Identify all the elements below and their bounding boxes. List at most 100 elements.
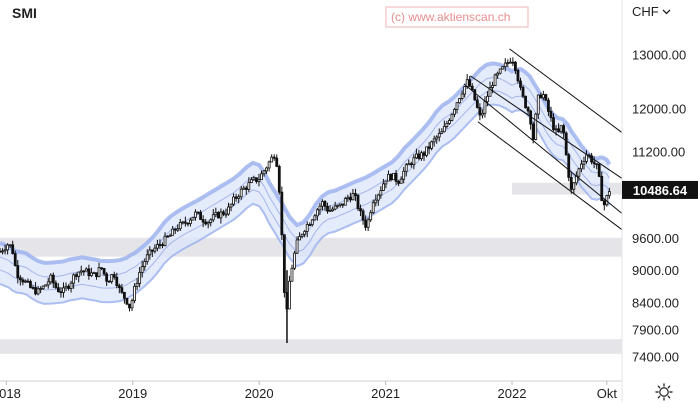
candle-body [549,111,553,119]
candle-body [343,198,347,206]
candle-body [214,212,218,216]
candle-body [117,285,121,289]
settings-gear-icon[interactable] [655,383,673,401]
candle-body [125,297,129,305]
candle-body [158,244,162,246]
candle-body [247,182,251,190]
x-tick-label: 2019 [118,386,147,401]
candle-body [514,61,517,71]
candle-body [62,287,65,293]
candle-body [112,274,116,278]
candle-body [260,173,263,181]
candle-body [123,291,126,299]
candle-body [481,112,484,116]
candle-body [526,107,530,112]
candle-body [409,163,413,166]
y-tick-label: 11200.00 [632,144,685,159]
y-tick-label: 9600.00 [632,231,679,246]
currency-chevron-icon[interactable] [662,9,671,15]
candle-body [206,222,210,225]
moving-average-band [0,61,612,305]
candle-body [577,168,581,177]
candle-body [321,201,324,207]
candle-body [224,213,228,216]
x-tick-label: 2018 [0,386,21,401]
candle-body [455,102,459,110]
candle-body [511,61,515,64]
candle-body [79,270,83,273]
candle-body [290,267,294,282]
candle-body [186,222,190,225]
candle-body [567,154,571,178]
candle-body [392,172,395,181]
candle-body [356,195,360,210]
candle-body [440,131,444,134]
candle-body [559,125,563,133]
candle-body [26,280,30,283]
candle-body [277,166,281,193]
candle-body [163,235,167,246]
candle-body [54,282,58,289]
candles [0,57,611,344]
candle-body [501,66,505,70]
candle-body [359,208,362,212]
candle-body [468,79,472,87]
candle-body [453,109,456,115]
candle-body [140,266,144,273]
candle-body [183,221,187,224]
candle-body [536,94,540,115]
candle-body [557,128,560,133]
candle-body [115,276,119,286]
candle-body [13,253,17,266]
candle-body [90,272,93,277]
trend-channel [463,48,623,231]
candle-body [425,146,428,156]
candle-body [6,244,10,251]
candle-body [308,224,312,226]
candle-body [23,280,27,283]
candle-body [211,214,215,221]
candle-body [275,157,279,167]
candle-body [404,164,408,172]
candle-body [87,268,91,277]
candle-body [414,153,418,159]
x-tick-labels: 2018 2019 2020 2021 2022 Okt [0,381,617,401]
candle-body [442,126,446,133]
candle-body [166,235,169,238]
candle-body [315,209,319,217]
candle-body [153,247,157,252]
candle-body [21,279,25,283]
candle-body [402,170,406,180]
y-tick-label: 7400.00 [632,350,679,365]
candle-body [130,300,134,309]
candle-body [336,204,340,207]
candle-body [232,196,235,205]
candle-body [16,265,20,279]
candle-body [280,191,284,236]
candle-body [463,86,467,95]
candle-body [420,152,423,159]
candle-body [366,219,370,228]
candle-body [354,193,357,196]
candle-body [67,285,70,289]
last-value-label: 10486.64 [633,183,688,198]
candle-body [194,211,197,218]
candle-body [272,156,276,159]
candle-body [554,128,558,131]
candle-body [437,133,441,138]
candle-body [498,68,502,74]
candle-body [204,221,208,225]
candle-body [49,274,53,283]
watermark: (c) www.aktienscan.ch [391,10,510,24]
chart-title: SMI [12,5,37,21]
candle-body [407,163,411,166]
candle-body [191,216,195,221]
last-value-box [622,180,698,199]
y-tick-label: 12000.00 [632,101,686,116]
candle-body [95,272,98,277]
candle-body [31,287,35,289]
candle-body [227,206,230,215]
candle-body [128,303,131,309]
